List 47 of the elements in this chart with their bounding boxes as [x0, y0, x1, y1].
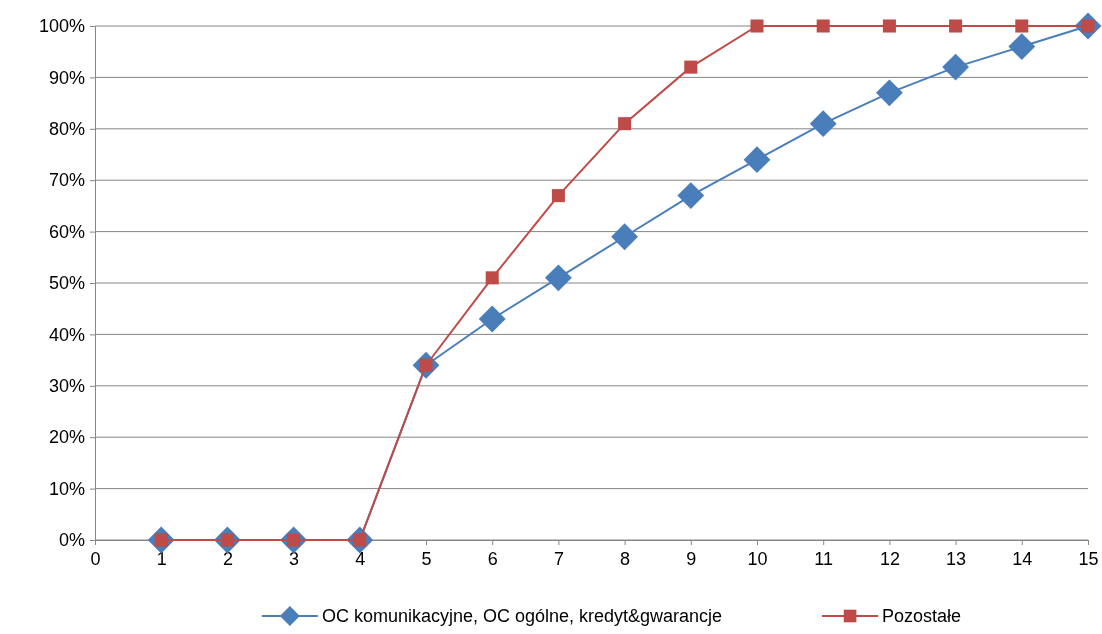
x-tick-label: 0: [90, 549, 101, 569]
y-tick-label: 0%: [58, 530, 85, 551]
point: [478, 305, 506, 333]
x-tick-label: 14: [1012, 549, 1033, 569]
x-tick-label: 9: [686, 549, 697, 569]
x-tick-label: 10: [747, 549, 768, 569]
legend-label: OC komunikacyjne, OC ogólne, kredyt&gwarancje: [321, 606, 723, 627]
legend-label: Pozostałe: [882, 606, 962, 627]
x-tick-label: 8: [620, 549, 631, 569]
point: [485, 271, 499, 285]
y-tick-label: 40%: [48, 324, 85, 345]
x-tick-label: 2: [222, 549, 233, 569]
x-tick-label: 3: [289, 549, 300, 569]
y-tick-label: 70%: [48, 170, 85, 191]
point: [809, 110, 837, 138]
x-tick-label: 5: [421, 549, 432, 569]
point: [1015, 19, 1029, 33]
point: [743, 146, 771, 174]
point: [684, 60, 698, 74]
x-tick-label: 4: [355, 549, 366, 569]
point: [551, 189, 565, 203]
point: [1008, 33, 1036, 60]
x-tick-label: 12: [879, 549, 900, 569]
y-tick-label: 10%: [48, 478, 85, 499]
point: [611, 223, 639, 251]
x-tick-label: 11: [814, 549, 834, 569]
x-tick-label: 7: [553, 549, 564, 569]
point: [677, 182, 705, 210]
y-tick-label: 100%: [38, 16, 85, 37]
point: [875, 79, 903, 107]
x-tick-label: 1: [156, 549, 167, 569]
point: [544, 264, 572, 292]
point: [942, 53, 970, 81]
y-tick-label: 20%: [48, 427, 85, 448]
point: [750, 19, 764, 33]
y-tick-label: 30%: [48, 376, 85, 397]
y-tick-label: 90%: [48, 67, 85, 88]
x-tick-label: 15: [1078, 549, 1099, 569]
x-tick-label: 13: [946, 549, 967, 569]
x-tick-label: 6: [487, 549, 498, 569]
y-tick-label: 50%: [48, 273, 85, 294]
point: [618, 117, 632, 131]
y-tick-label: 80%: [48, 119, 85, 140]
y-tick-label: 60%: [48, 221, 85, 242]
point: [882, 19, 896, 33]
point: [816, 19, 830, 33]
point: [949, 19, 963, 33]
